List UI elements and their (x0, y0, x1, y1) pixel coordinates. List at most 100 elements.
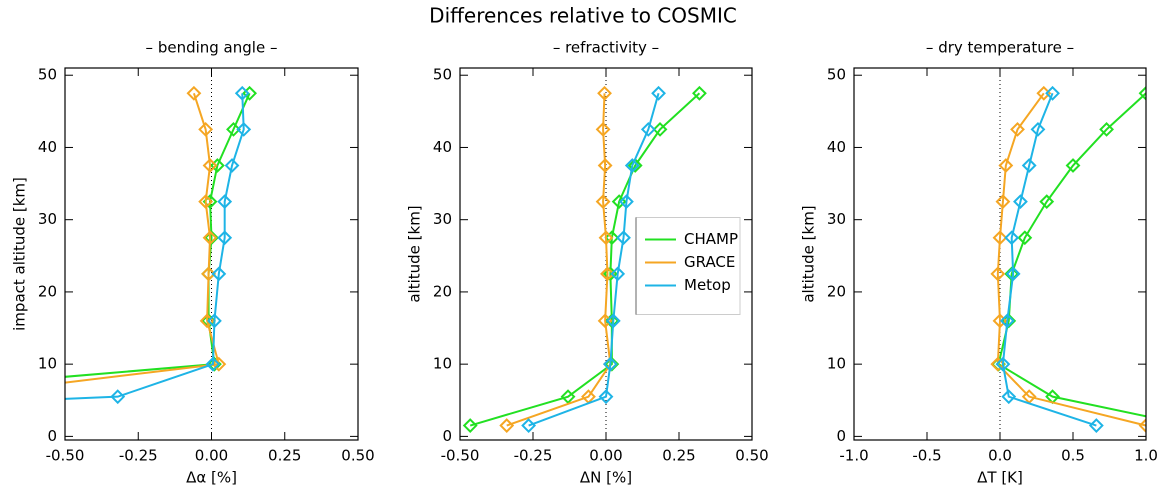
marker (990, 266, 1006, 282)
y-tick-label: 20 (38, 282, 57, 300)
marker (1013, 194, 1028, 210)
y-tick-label: 0 (442, 427, 452, 445)
marker (1001, 389, 1017, 405)
marker (1045, 85, 1060, 101)
marker (692, 85, 707, 101)
marker (1030, 121, 1046, 137)
marker (598, 230, 614, 246)
marker (201, 266, 216, 282)
marker (595, 121, 611, 137)
marker (202, 158, 218, 173)
legend-box (635, 217, 741, 315)
x-tick-label: -0.25 (119, 447, 158, 465)
y-tick-label: 40 (38, 138, 57, 156)
y-tick-label: 50 (827, 66, 846, 84)
y-tick-label: 10 (827, 355, 846, 373)
x-tick-label: 0.50 (341, 447, 374, 465)
y-tick-label: 20 (827, 282, 846, 300)
marker (998, 158, 1014, 173)
marker (226, 121, 241, 137)
plot-frame (853, 67, 1147, 441)
marker (211, 266, 227, 282)
y-tick-label: 0 (47, 427, 57, 445)
y-tick-label: 30 (433, 210, 452, 228)
marker (995, 194, 1011, 210)
series-line (528, 93, 660, 427)
marker (211, 356, 227, 372)
marker (224, 158, 240, 173)
marker (236, 121, 252, 137)
marker (616, 230, 631, 246)
panel-title: – refractivity – (553, 39, 659, 57)
x-tick-label: -1.0 (839, 447, 868, 465)
y-axis-label: altitude [km] (800, 205, 818, 302)
legend-label: GRACE (684, 253, 735, 271)
marker (597, 85, 612, 101)
series-line (469, 92, 701, 427)
marker (560, 389, 576, 405)
x-axis-label: Δα [%] (186, 469, 237, 487)
marker (627, 158, 643, 173)
marker (207, 313, 222, 329)
marker (1065, 158, 1081, 173)
marker (1010, 121, 1025, 137)
marker (217, 230, 233, 246)
marker (595, 194, 611, 210)
series-line (65, 92, 221, 384)
marker (1099, 121, 1114, 137)
marker (1039, 194, 1055, 210)
x-tick-label: 0.0 (988, 447, 1012, 465)
marker (640, 121, 656, 137)
marker (1004, 230, 1020, 246)
plot-area (65, 85, 258, 405)
marker (604, 356, 620, 372)
plot-area (462, 85, 707, 433)
y-tick-label: 50 (38, 66, 57, 84)
marker (602, 356, 618, 372)
marker (600, 266, 615, 282)
legend-label: Metop (684, 276, 731, 294)
marker (624, 158, 640, 173)
plot-frame (459, 67, 753, 441)
x-tick-label: 0.00 (195, 447, 228, 465)
marker (619, 194, 634, 210)
marker (1088, 418, 1104, 433)
series-line (1001, 92, 1097, 427)
marker (462, 418, 478, 433)
marker (234, 85, 250, 101)
y-axis-label: altitude [km] (406, 205, 424, 302)
x-tick-label: -0.50 (441, 447, 480, 465)
marker (604, 230, 620, 246)
series-line (65, 93, 245, 400)
plot-frame (64, 67, 359, 441)
marker (597, 158, 613, 173)
x-axis-label: ΔT [K] (977, 469, 1023, 487)
marker (204, 230, 219, 246)
marker (521, 418, 537, 433)
x-tick-label: 0.50 (735, 447, 768, 465)
legend-label: CHAMP (684, 230, 738, 248)
marker (995, 356, 1011, 372)
marker (1021, 158, 1037, 173)
marker (186, 85, 202, 101)
marker (110, 389, 126, 405)
x-tick-label: 0.5 (1061, 447, 1085, 465)
x-tick-label: -0.50 (46, 447, 85, 465)
y-axis-label: impact altitude [km] (11, 177, 29, 331)
series-line (997, 92, 1146, 418)
y-tick-label: 30 (827, 210, 846, 228)
panel-title: – dry temperature – (926, 39, 1074, 57)
marker (202, 230, 218, 246)
marker (610, 266, 626, 282)
marker (605, 313, 621, 329)
marker (1017, 230, 1033, 246)
marker (1138, 85, 1146, 101)
marker (999, 313, 1015, 329)
x-tick-label: 0.00 (589, 447, 622, 465)
x-tick-label: 0.25 (268, 447, 301, 465)
marker (651, 85, 666, 101)
series-line (506, 93, 612, 427)
x-tick-label: 1.0 (1134, 447, 1158, 465)
x-axis-label: ΔN [%] (580, 469, 632, 487)
